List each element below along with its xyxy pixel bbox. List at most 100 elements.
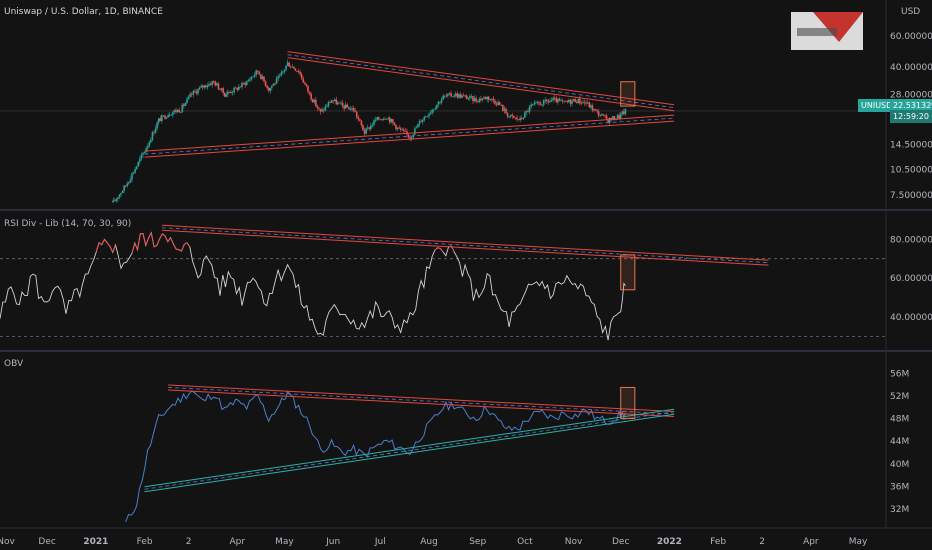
candle-body	[506, 113, 509, 117]
rsi-overbought-segment	[137, 233, 141, 250]
candle-body	[286, 62, 289, 66]
candle-body	[234, 87, 237, 89]
candle-body	[214, 81, 217, 86]
candle-body	[498, 102, 501, 106]
time-tick-label: Apr	[229, 537, 245, 547]
candle-body	[351, 108, 353, 109]
rsi-overbought-segment	[145, 237, 149, 246]
candle-body	[395, 124, 397, 130]
candle-body	[484, 97, 487, 100]
obv-lower-trendline-mid	[144, 411, 675, 490]
candle-body	[426, 116, 429, 118]
price-upper-trendline	[287, 57, 675, 112]
ticker-tag: UNIUSD	[858, 99, 896, 112]
rsi-overbought-segment	[134, 242, 138, 250]
candle-body	[393, 122, 396, 125]
obv-highlight-box	[620, 386, 636, 420]
time-tick-label: Feb	[137, 537, 153, 547]
candle-body	[516, 117, 518, 120]
rsi-overbought-segment	[156, 238, 160, 246]
candle-body	[277, 76, 279, 79]
candle-body	[619, 113, 622, 119]
price-tick-label: 60.0000000	[890, 32, 932, 42]
candle-body	[401, 129, 404, 131]
candle-body	[212, 81, 215, 83]
candle-body	[553, 97, 556, 99]
candle-body	[327, 102, 330, 107]
time-tick-label: Aug	[420, 537, 438, 547]
candle-body	[164, 115, 166, 119]
candle-body	[558, 98, 561, 101]
candle-body	[547, 101, 550, 103]
candle-body	[483, 97, 485, 99]
rsi-overbought-segment	[434, 247, 438, 251]
candle-body	[135, 166, 138, 170]
candle-body	[505, 108, 507, 114]
obv-tick-label: 40M	[890, 460, 909, 470]
candle-body	[335, 99, 338, 105]
rsi-overbought-segment	[164, 235, 169, 242]
candle-body	[230, 92, 232, 94]
candle-body	[288, 62, 290, 67]
time-tick-label: 2	[759, 537, 765, 547]
candle-body	[459, 94, 462, 98]
candle-body	[376, 117, 378, 120]
candle-body	[472, 96, 474, 102]
time-tick-label: Nov	[0, 537, 15, 547]
candle-body	[159, 118, 162, 122]
candle-body	[250, 77, 253, 80]
candle-body	[469, 96, 471, 99]
candle-body	[310, 93, 312, 100]
time-tick-label: Dec	[38, 537, 55, 547]
price-upper-trendline	[287, 51, 675, 106]
candle-body	[538, 101, 540, 104]
candle-body	[491, 98, 493, 100]
candle-body	[134, 169, 136, 173]
candle-body	[572, 99, 575, 101]
candle-body	[450, 92, 452, 97]
candle-body	[258, 71, 261, 75]
candle-body	[618, 115, 620, 119]
candle-body	[403, 129, 405, 131]
candle-body	[283, 69, 286, 72]
candle-body	[432, 109, 435, 111]
candle-body	[124, 185, 127, 187]
candle-body	[139, 158, 141, 162]
candle-body	[194, 91, 196, 93]
candle-body	[390, 119, 393, 123]
candle-body	[156, 122, 158, 129]
candle-body	[316, 106, 319, 109]
candle-body	[154, 128, 157, 133]
candle-body	[263, 76, 265, 82]
candle-body	[530, 104, 532, 107]
candle-body	[415, 127, 418, 129]
candle-body	[448, 92, 451, 94]
candle-body	[206, 85, 209, 88]
candle-body	[586, 102, 589, 104]
candle-body	[607, 118, 609, 123]
candle-body	[118, 194, 121, 198]
candle-body	[340, 102, 342, 104]
rsi-overbought-segment	[142, 233, 147, 246]
time-tick-label: May	[275, 537, 294, 547]
candle-body	[549, 100, 551, 103]
candle-body	[329, 102, 331, 104]
candle-body	[304, 82, 306, 84]
candle-body	[379, 119, 382, 121]
candle-body	[176, 109, 179, 112]
candle-body	[371, 124, 374, 126]
candle-body	[561, 100, 564, 102]
time-tick-label: 2022	[657, 537, 682, 547]
candle-body	[480, 98, 482, 101]
candle-body	[186, 98, 188, 104]
candle-body	[261, 76, 264, 79]
candle-body	[420, 121, 422, 122]
candle-body	[153, 132, 155, 134]
candle-body	[513, 115, 515, 118]
candle-body	[608, 117, 611, 123]
candle-body	[253, 74, 256, 77]
currency-label: USD	[901, 7, 921, 17]
candle-body	[470, 96, 473, 97]
candle-body	[492, 98, 495, 101]
